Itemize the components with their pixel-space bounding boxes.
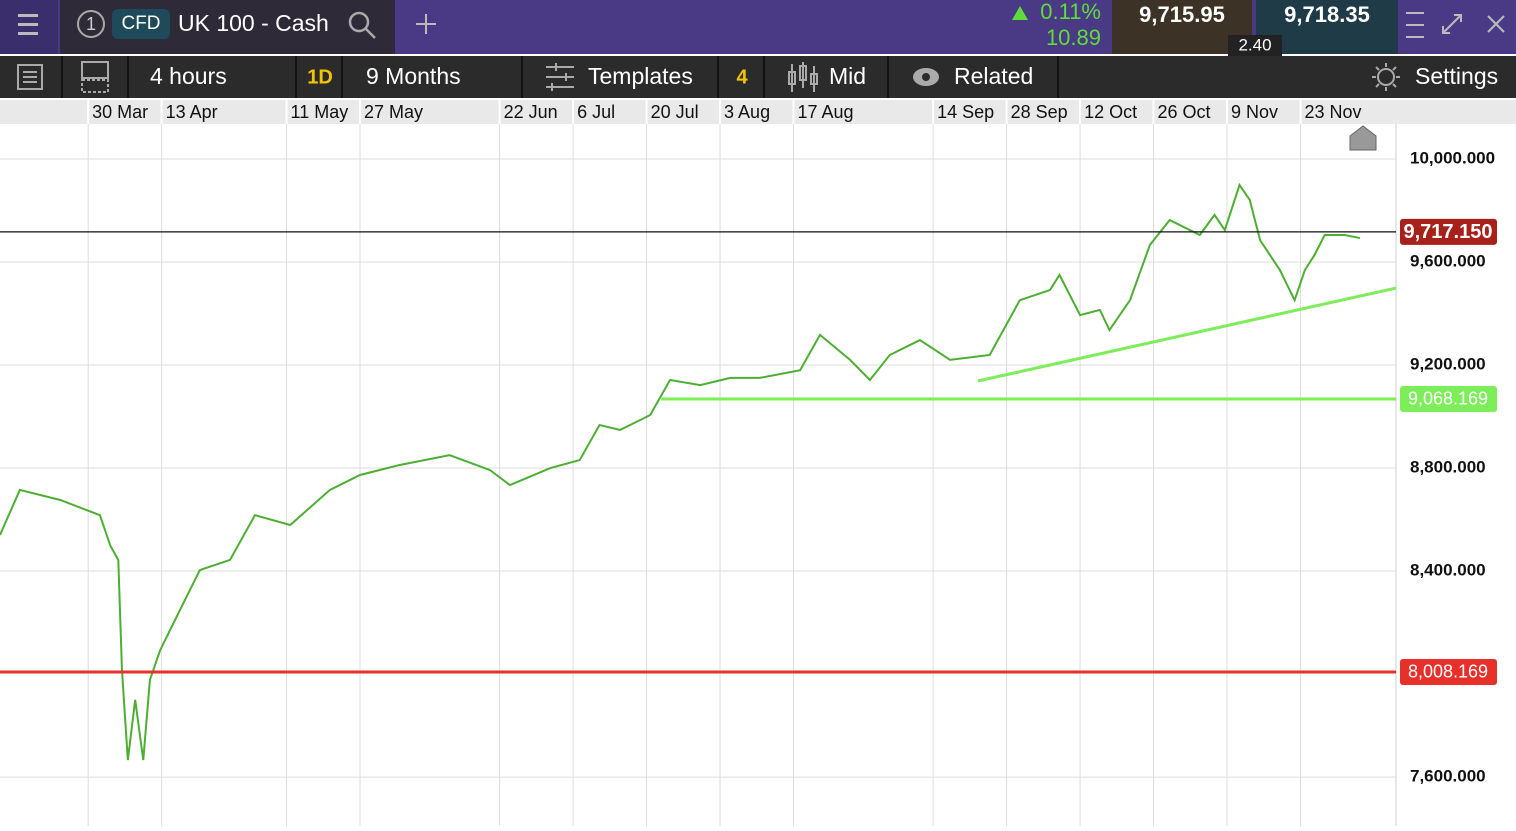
candle-icon bbox=[788, 62, 818, 92]
change-pct: 0.11% bbox=[1040, 0, 1101, 24]
drag-handle[interactable] bbox=[1406, 12, 1424, 38]
level-label: 8,008.169 bbox=[1408, 662, 1488, 682]
x-tick-label: 22 Jun bbox=[504, 102, 558, 122]
y-tick-label: 8,800.000 bbox=[1410, 458, 1486, 477]
plot-area bbox=[0, 124, 1396, 826]
menu-icon bbox=[18, 14, 38, 35]
level-label-box bbox=[1400, 658, 1497, 685]
change: 10.89 bbox=[1046, 25, 1101, 50]
layout-icon[interactable] bbox=[81, 61, 109, 93]
x-tick-label: 6 Jul bbox=[577, 102, 615, 122]
x-tick-label: 28 Sep bbox=[1011, 102, 1068, 122]
tab-number: 1 bbox=[86, 14, 96, 34]
x-tick-label: 14 Sep bbox=[937, 102, 994, 122]
settings-icon bbox=[1372, 63, 1400, 91]
home-marker[interactable] bbox=[1349, 125, 1377, 151]
ask: 9,718.35 bbox=[1284, 2, 1370, 27]
instrument-name: UK 100 - Cash bbox=[178, 10, 329, 36]
period-badge[interactable]: 1D bbox=[307, 66, 333, 88]
x-tick-label: 27 May bbox=[364, 102, 423, 122]
menu-button[interactable] bbox=[0, 0, 58, 54]
spread: 2.40 bbox=[1238, 35, 1271, 54]
x-tick-label: 26 Oct bbox=[1158, 102, 1211, 122]
x-tick-label: 30 Mar bbox=[92, 102, 148, 122]
x-tick-label: 11 May bbox=[291, 102, 349, 122]
y-tick-label: 7,600.000 bbox=[1410, 767, 1486, 786]
price-line bbox=[0, 182, 1361, 761]
related[interactable]: Related bbox=[954, 63, 1033, 89]
x-tick-label: 12 Oct bbox=[1084, 102, 1137, 122]
tab-circle bbox=[77, 10, 105, 38]
badge bbox=[112, 9, 170, 39]
bid: 9,715.95 bbox=[1139, 2, 1225, 27]
level-label-box bbox=[1400, 385, 1497, 412]
trend-line bbox=[977, 286, 1397, 383]
templates-count: 4 bbox=[736, 66, 748, 88]
x-tick-label: 13 Apr bbox=[166, 102, 218, 122]
list-icon[interactable] bbox=[17, 64, 43, 90]
level-label-box bbox=[1400, 218, 1497, 245]
price-type[interactable]: Mid bbox=[829, 63, 866, 89]
date-axis bbox=[0, 100, 1516, 124]
y-tick-label: 8,400.000 bbox=[1410, 561, 1486, 580]
toolbar bbox=[0, 56, 1516, 98]
y-tick-label: 9,200.000 bbox=[1410, 355, 1486, 374]
level-label: 9,717.150 bbox=[1404, 221, 1493, 243]
y-tick-label: 10,000.000 bbox=[1410, 149, 1495, 168]
up-arrow bbox=[1012, 6, 1028, 20]
x-tick-label: 17 Aug bbox=[798, 102, 854, 122]
expand-icon[interactable] bbox=[1442, 14, 1462, 34]
interval[interactable]: 4 hours bbox=[150, 63, 227, 89]
related-icon bbox=[913, 68, 939, 86]
x-tick-label: 9 Nov bbox=[1231, 102, 1278, 122]
toolbar-separators bbox=[61, 56, 1059, 98]
spread-box bbox=[1228, 35, 1282, 56]
templates-icon bbox=[546, 63, 574, 91]
close-icon[interactable] bbox=[1487, 15, 1505, 33]
level-label: 9,068.169 bbox=[1408, 389, 1488, 409]
x-tick-label: 20 Jul bbox=[651, 102, 699, 122]
add-tab[interactable] bbox=[416, 14, 436, 34]
search-icon[interactable] bbox=[348, 11, 376, 39]
y-tick-label: 9,600.000 bbox=[1410, 252, 1486, 271]
settings[interactable]: Settings bbox=[1415, 63, 1498, 89]
x-tick-label: 3 Aug bbox=[724, 102, 770, 122]
templates[interactable]: Templates bbox=[588, 63, 693, 89]
range[interactable]: 9 Months bbox=[366, 63, 461, 89]
badge-text: CFD bbox=[121, 13, 160, 34]
x-tick-label: 23 Nov bbox=[1304, 102, 1361, 122]
